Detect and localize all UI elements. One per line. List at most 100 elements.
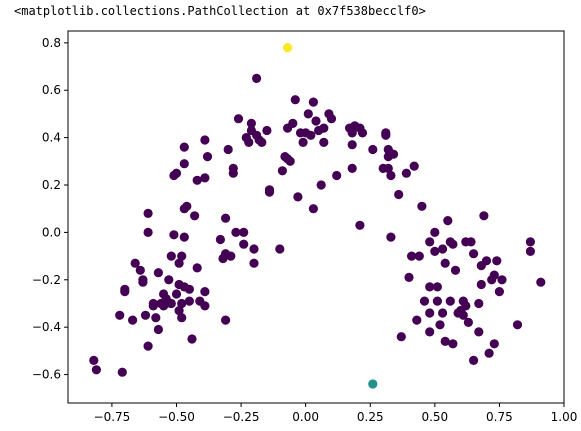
scatter-point bbox=[135, 265, 145, 275]
scatter-point bbox=[432, 282, 442, 292]
scatter-point bbox=[143, 227, 153, 237]
scatter-point bbox=[489, 270, 499, 280]
scatter-point bbox=[443, 216, 453, 226]
scatter-point bbox=[332, 170, 342, 181]
scatter-point bbox=[425, 282, 435, 292]
scatter-point bbox=[187, 334, 197, 344]
scatter-point bbox=[200, 173, 210, 183]
scatter-point bbox=[89, 355, 99, 365]
scatter-point bbox=[200, 287, 210, 297]
scatter-point bbox=[192, 175, 202, 185]
scatter-point bbox=[128, 315, 138, 325]
scatter-point bbox=[171, 168, 182, 178]
x-tick-label: 0.25 bbox=[357, 410, 384, 424]
scatter-point bbox=[419, 296, 430, 306]
scatter-point bbox=[166, 298, 176, 309]
scatter-point bbox=[153, 268, 163, 278]
scatter-point bbox=[474, 298, 484, 309]
scatter-point bbox=[231, 227, 241, 237]
y-tick-label: 0.0 bbox=[42, 225, 61, 239]
x-tick-label: −0.50 bbox=[158, 410, 195, 424]
scatter-point bbox=[153, 324, 163, 335]
scatter-point bbox=[174, 306, 184, 316]
x-tick-label: 1.00 bbox=[551, 410, 578, 424]
scatter-point bbox=[512, 320, 523, 330]
scatter-point bbox=[283, 43, 293, 53]
scatter-point bbox=[164, 275, 174, 285]
scatter-point bbox=[277, 166, 287, 176]
scatter-point bbox=[492, 256, 502, 266]
scatter-point bbox=[357, 128, 368, 138]
scatter-point bbox=[484, 348, 494, 358]
scatter-point bbox=[249, 258, 259, 268]
scatter-point bbox=[246, 118, 256, 128]
plot-frame bbox=[67, 30, 565, 404]
scatter-point bbox=[182, 201, 192, 211]
scatter-point bbox=[388, 149, 399, 159]
scatter-point bbox=[435, 320, 445, 330]
scatter-point bbox=[239, 227, 249, 237]
scatter-point bbox=[293, 192, 303, 202]
scatter-point bbox=[489, 339, 499, 349]
scatter-point bbox=[148, 301, 158, 311]
scatter-point bbox=[221, 315, 231, 325]
scatter-point bbox=[177, 251, 187, 261]
x-tick-label: 0.00 bbox=[292, 410, 319, 424]
scatter-point bbox=[440, 336, 450, 346]
scatter-point bbox=[264, 187, 275, 197]
scatter-point bbox=[448, 339, 458, 349]
scatter-point bbox=[202, 152, 213, 162]
scatter-point bbox=[151, 313, 161, 323]
scatter-point bbox=[200, 135, 210, 145]
scatter-point bbox=[184, 284, 194, 294]
scatter-point bbox=[383, 163, 393, 173]
scatter-point bbox=[536, 277, 546, 287]
scatter-point bbox=[174, 258, 184, 268]
scatter-point bbox=[445, 296, 455, 306]
scatter-point bbox=[438, 244, 448, 254]
scatter-point bbox=[469, 355, 479, 365]
x-tick-label: 0.50 bbox=[421, 410, 448, 424]
scatter-point bbox=[525, 246, 536, 256]
scatter-point bbox=[179, 232, 189, 242]
scatter-point bbox=[463, 317, 473, 327]
scatter-point bbox=[143, 341, 153, 351]
scatter-point bbox=[316, 180, 326, 190]
scatter-point bbox=[319, 137, 329, 147]
y-tick-label: 0.2 bbox=[42, 178, 61, 192]
scatter-point bbox=[386, 232, 396, 242]
scatter-point bbox=[407, 251, 417, 261]
scatter-point bbox=[448, 239, 458, 249]
scatter-point bbox=[425, 308, 435, 318]
scatter-point bbox=[319, 123, 329, 133]
scatter-point bbox=[308, 204, 318, 214]
scatter-point bbox=[481, 256, 492, 266]
scatter-point bbox=[91, 365, 101, 375]
scatter-point bbox=[288, 118, 298, 128]
scatter-point bbox=[275, 244, 285, 254]
scatter-point bbox=[200, 301, 210, 311]
scatter-point bbox=[347, 163, 357, 173]
x-tick-label: −0.25 bbox=[223, 410, 260, 424]
scatter-point bbox=[130, 258, 140, 268]
scatter-point bbox=[239, 239, 249, 249]
scatter-point bbox=[425, 327, 435, 337]
scatter-point bbox=[368, 379, 378, 389]
scatter-point bbox=[347, 128, 357, 138]
scatter-point bbox=[117, 367, 127, 377]
scatter-point bbox=[404, 272, 414, 282]
scatter-point bbox=[432, 296, 442, 306]
y-tick-label: 0.8 bbox=[42, 36, 61, 50]
scatter-point bbox=[386, 170, 396, 181]
y-axis: −0.6 −0.4 −0.2 0.0 0.2 0.4 0.6 0.8 bbox=[32, 36, 68, 382]
scatter-point bbox=[414, 251, 424, 261]
scatter-point bbox=[184, 296, 194, 306]
scatter-point bbox=[120, 287, 130, 297]
scatter-point bbox=[326, 114, 337, 124]
scatter-point bbox=[252, 73, 262, 83]
scatter-point bbox=[290, 95, 300, 105]
scatter-point bbox=[308, 97, 318, 107]
y-tick-label: 0.4 bbox=[42, 131, 61, 145]
x-axis: −0.75 −0.50 −0.25 0.00 0.25 0.50 0.75 1.00 bbox=[94, 403, 578, 424]
